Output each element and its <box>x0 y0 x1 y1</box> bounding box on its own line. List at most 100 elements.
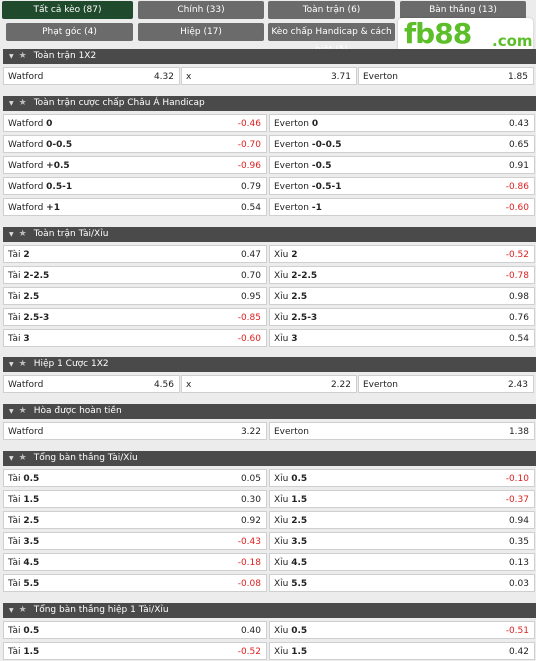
section-header[interactable]: ▼ ★ Hòa được hoàn tiền <box>3 404 536 419</box>
odds-value: 0.70 <box>240 271 261 281</box>
line-value: 2 <box>23 250 30 260</box>
odds-cell[interactable]: Xỉu 2.5 0.98 <box>269 287 535 305</box>
section-header[interactable]: ▼ ★ Toàn trận 1X2 <box>3 49 536 64</box>
odds-row: Watford +1 0.54 Everton -1 -0.60 <box>3 198 536 216</box>
odds-cell[interactable]: Tài 2-2.5 0.70 <box>3 266 267 284</box>
odds-cell[interactable]: Everton -0-0.5 0.65 <box>269 135 535 153</box>
tab-corners[interactable]: Phạt góc (4) <box>6 23 133 41</box>
odds-cell[interactable]: Xỉu 0.5 -0.10 <box>269 469 535 487</box>
odds-cell[interactable]: Tài 2.5 0.95 <box>3 287 267 305</box>
collapse-icon[interactable]: ▼ <box>9 361 14 368</box>
team-name: Tài <box>8 558 21 568</box>
odds-cell[interactable]: Watford 4.32 <box>3 67 180 85</box>
selection-label: Watford <box>8 68 43 86</box>
odds-cell[interactable]: Tài 2 0.47 <box>3 245 267 263</box>
collapse-icon[interactable]: ▼ <box>9 408 14 415</box>
section-header[interactable]: ▼ ★ Hiệp 1 Cược 1X2 <box>3 357 536 372</box>
team-name: Tài <box>8 474 21 484</box>
odds-cell[interactable]: Watford +0.5 -0.96 <box>3 156 267 174</box>
collapse-icon[interactable]: ▼ <box>9 607 14 614</box>
odds-cell[interactable]: Tài 2.5-3 -0.85 <box>3 308 267 326</box>
collapse-icon[interactable]: ▼ <box>9 231 14 238</box>
tab-handicap[interactable]: Kèo chấp Handicap & cách biệt (5) <box>268 23 395 55</box>
odds-cell[interactable]: x 2.22 <box>181 375 357 393</box>
line-value: 1.5 <box>291 647 308 657</box>
line-value: 0.5 <box>23 474 40 484</box>
favorite-star-icon[interactable]: ★ <box>18 229 27 239</box>
odds-cell[interactable]: Tài 3.5 -0.43 <box>3 532 267 550</box>
odds-value: 0.54 <box>240 203 261 213</box>
team-name: Tài <box>8 647 21 657</box>
odds-cell[interactable]: Watford 3.22 <box>3 422 267 440</box>
section-header[interactable]: ▼ ★ Toàn trận Tài/Xỉu <box>3 227 536 242</box>
odds-cell[interactable]: Xỉu 0.5 -0.51 <box>269 621 535 639</box>
odds-value: 2.22 <box>330 380 351 390</box>
tab-all[interactable]: Tất cả kèo (87) <box>2 1 133 19</box>
selection-label: Tài 1.5 <box>8 643 39 661</box>
odds-cell[interactable]: Xỉu 3 0.54 <box>269 329 535 347</box>
line-value: 3.5 <box>291 537 308 547</box>
favorite-star-icon[interactable]: ★ <box>18 98 27 108</box>
odds-cell[interactable]: Everton 0 0.43 <box>269 114 535 132</box>
odds-cell[interactable]: Tài 0.5 0.40 <box>3 621 267 639</box>
odds-cell[interactable]: Xỉu 4.5 0.13 <box>269 553 535 571</box>
tab-goals[interactable]: Bàn thắng (13) <box>400 1 526 19</box>
odds-cell[interactable]: Xỉu 1.5 0.42 <box>269 642 535 660</box>
odds-row: Watford 0-0.5 -0.70 Everton -0-0.5 0.65 <box>3 135 536 153</box>
line-value: 4.5 <box>291 558 308 568</box>
team-name: x <box>186 380 192 390</box>
odds-cell[interactable]: x 3.71 <box>181 67 357 85</box>
odds-cell[interactable]: Xỉu 3.5 0.35 <box>269 532 535 550</box>
odds-cell[interactable]: Xỉu 2.5-3 0.76 <box>269 308 535 326</box>
line-value: -0.5 <box>311 161 332 171</box>
odds-cell[interactable]: Watford +1 0.54 <box>3 198 267 216</box>
collapse-icon[interactable]: ▼ <box>9 53 14 60</box>
odds-cell[interactable]: Xỉu 2-2.5 -0.78 <box>269 266 535 284</box>
line-value: 2.5-3 <box>291 313 318 323</box>
odds-cell[interactable]: Xỉu 1.5 -0.37 <box>269 490 535 508</box>
odds-cell[interactable]: Xỉu 5.5 0.03 <box>269 574 535 592</box>
odds-cell[interactable]: Watford 0 -0.46 <box>3 114 267 132</box>
odds-cell[interactable]: Xỉu 2.5 0.94 <box>269 511 535 529</box>
team-name: Xỉu <box>274 537 289 547</box>
favorite-star-icon[interactable]: ★ <box>18 453 27 463</box>
odds-value: -0.70 <box>237 140 261 150</box>
odds-row: Watford 4.56 x 2.22 Everton 2.43 <box>3 375 536 393</box>
favorite-star-icon[interactable]: ★ <box>18 51 27 61</box>
odds-value: -0.10 <box>505 474 529 484</box>
odds-cell[interactable]: Tài 5.5 -0.08 <box>3 574 267 592</box>
odds-cell[interactable]: Everton 1.38 <box>269 422 535 440</box>
section-title: Toàn trận 1X2 <box>33 51 97 61</box>
selection-label: Watford <box>8 423 43 441</box>
collapse-icon[interactable]: ▼ <box>9 100 14 107</box>
collapse-icon[interactable]: ▼ <box>9 455 14 462</box>
favorite-star-icon[interactable]: ★ <box>18 359 27 369</box>
odds-value: -0.60 <box>505 203 529 213</box>
section-header[interactable]: ▼ ★ Tổng bàn thắng hiệp 1 Tài/Xỉu <box>3 603 536 618</box>
odds-cell[interactable]: Tài 1.5 -0.52 <box>3 642 267 660</box>
odds-cell[interactable]: Everton -1 -0.60 <box>269 198 535 216</box>
odds-cell[interactable]: Everton 1.85 <box>358 67 534 85</box>
section-header[interactable]: ▼ ★ Tổng bàn thắng Tài/Xỉu <box>3 451 536 466</box>
section-header[interactable]: ▼ ★ Toàn trận cược chấp Châu Á Handicap <box>3 96 536 111</box>
odds-cell[interactable]: Tài 1.5 0.30 <box>3 490 267 508</box>
tab-halves[interactable]: Hiệp (17) <box>138 23 264 41</box>
tab-full-match[interactable]: Toàn trận (6) <box>268 1 395 19</box>
odds-cell[interactable]: Watford 0-0.5 -0.70 <box>3 135 267 153</box>
odds-cell[interactable]: Tài 3 -0.60 <box>3 329 267 347</box>
team-name: Everton <box>363 72 398 82</box>
favorite-star-icon[interactable]: ★ <box>18 605 27 615</box>
odds-cell[interactable]: Everton 2.43 <box>358 375 534 393</box>
odds-cell[interactable]: Everton -0.5-1 -0.86 <box>269 177 535 195</box>
tab-main[interactable]: Chính (33) <box>138 1 264 19</box>
odds-cell[interactable]: Tài 4.5 -0.18 <box>3 553 267 571</box>
favorite-star-icon[interactable]: ★ <box>18 406 27 416</box>
odds-cell[interactable]: Tài 2.5 0.92 <box>3 511 267 529</box>
odds-cell[interactable]: Tài 0.5 0.05 <box>3 469 267 487</box>
odds-cell[interactable]: Everton -0.5 0.91 <box>269 156 535 174</box>
odds-cell[interactable]: Watford 0.5-1 0.79 <box>3 177 267 195</box>
selection-label: Xỉu 2-2.5 <box>274 267 317 285</box>
odds-cell[interactable]: Xỉu 2 -0.52 <box>269 245 535 263</box>
odds-cell[interactable]: Watford 4.56 <box>3 375 180 393</box>
odds-value: 4.56 <box>153 380 174 390</box>
